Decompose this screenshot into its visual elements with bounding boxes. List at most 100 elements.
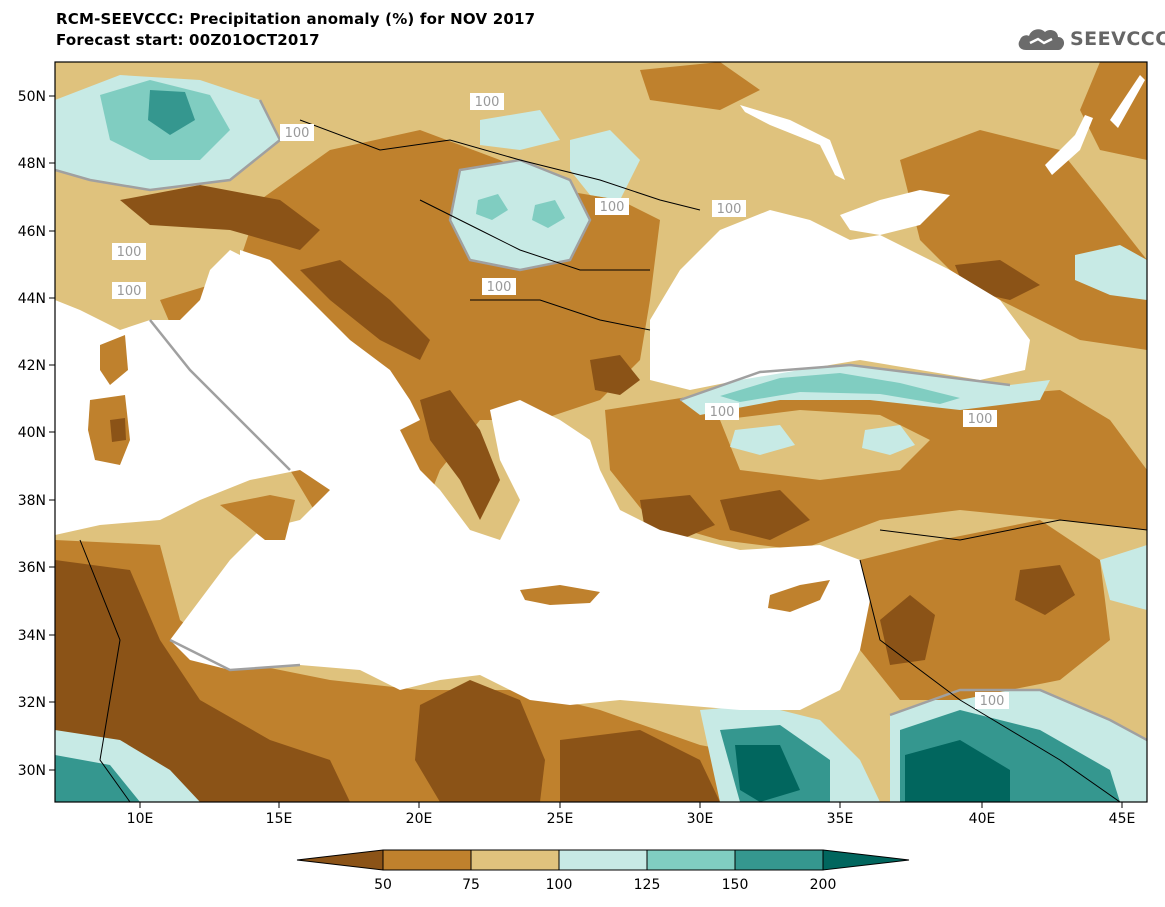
contour-label: 100	[710, 405, 735, 420]
lat-tick-label: 44N	[18, 291, 46, 307]
anomaly-region-arabia-core	[905, 740, 1010, 802]
anomaly-region-sinai-core	[735, 745, 800, 802]
contour-label: 100	[285, 126, 310, 141]
lat-tick-label: 46N	[18, 224, 46, 240]
anomaly-region-north-africa-core	[55, 560, 350, 802]
island-cyprus	[768, 580, 830, 612]
missing-data-streak-2	[1045, 115, 1093, 175]
lat-tick-label: 30N	[18, 763, 46, 779]
sea-mediterranean	[55, 250, 870, 710]
missing-data-streak-3	[1110, 75, 1145, 128]
anomaly-region-syria-core	[880, 595, 935, 665]
island-sardinia-core	[110, 418, 126, 442]
colorbar-label: 50	[374, 877, 392, 893]
contour-line-arabia	[889, 688, 1147, 742]
anomaly-region-carpathian-wetter-1	[476, 194, 508, 220]
longitude-axis: 10E 15E 20E 25E 30E 35E 40E 45E	[127, 802, 1136, 827]
contour-label: 100	[600, 200, 625, 215]
contour-line-italy-coast	[149, 319, 291, 471]
anomaly-region-carpathian-wet	[450, 160, 590, 270]
colorbar-label: 100	[546, 877, 573, 893]
anomaly-region-alps-core	[120, 185, 320, 250]
contour-label: 100	[968, 412, 993, 427]
lon-tick-label: 30E	[687, 811, 714, 827]
cloud-icon	[1018, 29, 1065, 50]
sea-adriatic	[240, 250, 420, 430]
border-line-4	[879, 519, 1147, 541]
anomaly-region-bulgaria-core	[590, 355, 640, 395]
island-crete	[520, 585, 600, 605]
anomaly-region-caspian-wet	[1100, 545, 1147, 610]
sea-black-sea	[650, 210, 1030, 390]
colorbar-label: 200	[810, 877, 837, 893]
colorbar-swatch-100-125	[558, 849, 648, 871]
lon-tick-label: 25E	[547, 811, 574, 827]
anomaly-region-anatolia-wet-2	[862, 425, 915, 455]
logo-text: SEEVCCC	[1070, 28, 1165, 50]
contour-label: 100	[117, 245, 142, 260]
anomaly-region-libya-core	[415, 680, 545, 802]
contour-label: 100	[487, 280, 512, 295]
anomaly-region-caucasus-wet	[1075, 245, 1147, 300]
lon-tick-label: 15E	[266, 811, 293, 827]
island-sardinia	[88, 395, 130, 465]
colorbar-swatch-75-100	[470, 849, 560, 871]
contour-label: 100	[980, 694, 1005, 709]
sea-azov	[840, 190, 950, 235]
anomaly-region-south-russia	[900, 130, 1147, 350]
lon-tick-label: 40E	[969, 811, 996, 827]
border-line-2	[419, 199, 650, 271]
lon-tick-label: 35E	[827, 811, 854, 827]
anomaly-region-iraq-core	[1015, 565, 1075, 615]
contour-labels: 100 100 100 100 100 100 100 100 100 100	[112, 93, 1009, 709]
lat-tick-label: 42N	[18, 358, 46, 374]
colorbar-swatch-50-75	[382, 849, 472, 871]
lat-tick-label: 50N	[18, 89, 46, 105]
forecast-start-subtitle: Forecast start: 00Z01OCT2017	[56, 31, 320, 49]
contour-label: 100	[717, 202, 742, 217]
island-sicily	[220, 495, 295, 540]
coastlines-borders	[79, 119, 1147, 802]
contour-line-pontic	[679, 363, 1011, 402]
anomaly-region-egypt-core	[560, 730, 720, 802]
latitude-axis: 50N 48N 46N 44N 42N 40N 38N 36N 34N 32N …	[18, 89, 55, 779]
anomaly-region-dinaric-core	[300, 260, 430, 360]
anomaly-region-pontic-wetter	[720, 373, 960, 404]
anomaly-region-ukraine-north	[640, 62, 760, 110]
colorbar-label: 125	[634, 877, 661, 893]
lat-tick-label: 38N	[18, 493, 46, 509]
island-corsica	[100, 335, 128, 385]
map-title: RCM-SEEVCCC: Precipitation anomaly (%) f…	[56, 10, 536, 28]
border-line-1	[299, 119, 701, 211]
colorbar-label: 150	[722, 877, 749, 893]
lat-tick-label: 40N	[18, 425, 46, 441]
lat-tick-label: 36N	[18, 560, 46, 576]
contour-100-lines	[55, 99, 1147, 742]
contour-label: 100	[475, 95, 500, 110]
contour-line-carpathian	[448, 158, 592, 272]
anomaly-region-anatolia-wet-1	[730, 425, 795, 455]
border-line-5	[859, 559, 1121, 802]
colorbar-swatch-gt200	[822, 849, 910, 871]
anomaly-region-moldova-wet	[570, 130, 640, 200]
colorbar-swatch-150-200	[734, 849, 824, 871]
colorbar-swatch-lt50	[296, 849, 384, 871]
anomaly-region-poland-wet	[480, 110, 560, 150]
anomaly-region-greece-core	[420, 390, 500, 520]
lat-tick-label: 34N	[18, 628, 46, 644]
anomaly-region-taurus-core	[720, 490, 810, 540]
anomaly-region-south-anatolia-core	[640, 495, 715, 540]
colorbar-swatch-125-150	[646, 849, 736, 871]
lon-tick-label: 45E	[1109, 811, 1136, 827]
contour-line-africa	[169, 638, 301, 672]
anomaly-region-carpathian-wetter-2	[532, 200, 565, 228]
contour-line-north	[55, 99, 282, 192]
lon-tick-label: 20E	[406, 811, 433, 827]
anomaly-region-algeria-wetter	[55, 755, 140, 802]
lat-tick-label: 48N	[18, 156, 46, 172]
border-line-3	[470, 299, 651, 331]
lat-tick-label: 32N	[18, 695, 46, 711]
border-line-6	[79, 539, 131, 802]
anomaly-region-bohemia-core	[148, 90, 195, 135]
